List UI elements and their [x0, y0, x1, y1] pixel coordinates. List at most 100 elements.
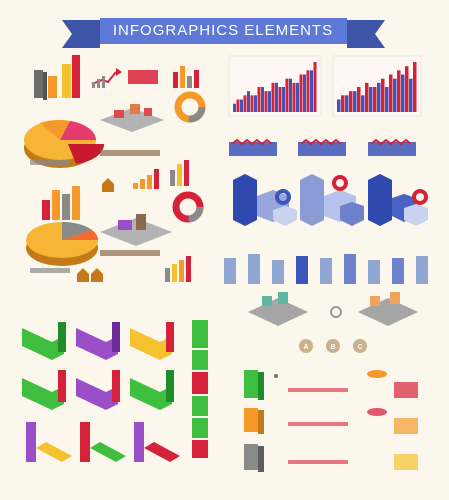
building-icon-row	[224, 254, 428, 284]
gear-icon	[330, 306, 342, 318]
building-row-green	[244, 370, 418, 400]
chart-bar	[397, 70, 401, 112]
chart-bar	[278, 87, 282, 112]
chart-bar	[373, 87, 377, 112]
chart-bar	[275, 82, 278, 112]
stair-chart-green-3	[130, 370, 174, 410]
vertical-stack-chart	[192, 320, 208, 458]
isometric-factory	[100, 214, 172, 246]
stair-chart-green-2	[22, 370, 66, 410]
donut-chart-icon	[174, 91, 206, 123]
chart-bar	[250, 95, 254, 112]
badge-b-label: B	[330, 344, 335, 351]
isometric-bar-group-1	[34, 55, 80, 100]
chart-bar	[389, 74, 393, 112]
chart-bar	[306, 70, 310, 112]
chart-bar	[271, 82, 275, 112]
isometric-city-1	[248, 292, 308, 326]
stair-chart-mixed-2	[80, 422, 126, 462]
house-icon-row	[77, 268, 103, 282]
isometric-blue-group-2	[300, 174, 364, 226]
chart-bar	[369, 87, 373, 112]
chart-bar	[236, 99, 240, 112]
chart-bar	[257, 87, 261, 112]
chart-bar	[268, 91, 271, 112]
badge-a-label: A	[303, 344, 308, 351]
chart-bar	[365, 82, 369, 112]
person-icon-row-5	[30, 268, 70, 273]
chart-bar	[247, 91, 250, 112]
stair-chart-mixed-3	[134, 422, 180, 462]
chart-bar	[349, 91, 353, 112]
badge-c	[353, 339, 367, 353]
chart-bar	[264, 91, 268, 112]
person-icon-row-4	[100, 250, 160, 256]
title-banner: INFOGRAPHICS ELEMENTS	[62, 18, 385, 48]
chart-bar	[292, 82, 296, 112]
bar-chart-panel-1	[228, 55, 322, 117]
badge-c-label: C	[357, 344, 362, 351]
chart-bar	[353, 91, 357, 112]
person-icon-row-1	[128, 70, 158, 84]
chart-bar	[381, 78, 385, 112]
growth-bars-2	[133, 169, 159, 189]
chart-bar	[289, 78, 292, 112]
mini-bar-chart-3	[165, 256, 191, 282]
stair-chart-green-1	[22, 322, 66, 360]
chart-bar	[361, 95, 365, 112]
person-icon-row-3	[30, 160, 70, 165]
chart-bar	[243, 95, 247, 112]
isometric-neighborhood	[100, 104, 164, 132]
isometric-blue-group-1	[233, 174, 297, 226]
chart-bar	[357, 87, 361, 112]
chart-bar	[385, 87, 389, 112]
building-row-gray	[244, 444, 418, 472]
chevron-chart-row	[229, 138, 416, 156]
pie-slice-extrusion	[68, 144, 105, 164]
mini-bar-chart-2	[170, 160, 189, 186]
stair-chart-purple-1	[76, 322, 120, 360]
chart-bar	[377, 82, 381, 112]
person-icon-row-2	[100, 150, 160, 156]
chart-bar	[393, 78, 397, 112]
chart-bar	[313, 62, 317, 112]
building-row-orange	[244, 408, 418, 434]
chart-bar	[282, 87, 285, 112]
chart-bar	[310, 70, 313, 112]
isometric-city-2	[358, 292, 418, 326]
chart-bar	[337, 99, 341, 112]
badge-b	[326, 339, 340, 353]
chart-bar	[413, 62, 417, 112]
bar-chart-panel-2	[332, 55, 422, 117]
chart-bar	[285, 78, 289, 112]
chart-bar	[401, 74, 405, 112]
chart-bar	[261, 87, 264, 112]
chart2-bars	[337, 62, 417, 112]
donut-chart-icon-blue	[275, 175, 428, 205]
stair-chart-purple-2	[76, 370, 120, 410]
chart-bar	[405, 66, 409, 112]
house-icon	[102, 178, 114, 192]
chart-bar	[254, 95, 257, 112]
growth-arrow-icon	[91, 68, 122, 88]
option-badges: A B C	[299, 339, 367, 353]
chart-bar	[299, 74, 303, 112]
stair-chart-yellow-1	[130, 322, 174, 360]
chart-bar	[409, 78, 413, 112]
ribbon-body	[100, 18, 347, 44]
badge-a	[299, 339, 313, 353]
mini-bar-chart-1	[173, 66, 199, 88]
isometric-blue-group-3	[368, 174, 428, 226]
chart-bar	[341, 95, 345, 112]
pie-chart-icon-2	[26, 221, 99, 266]
stair-chart-mixed-1	[26, 422, 72, 462]
chart-bar	[303, 74, 306, 112]
donut-chart-icon-2	[172, 191, 204, 223]
chart-bar	[345, 95, 349, 112]
chart1-bars	[233, 62, 317, 112]
ribbon-left-tail	[62, 20, 100, 48]
banner-title: INFOGRAPHICS ELEMENTS	[113, 22, 333, 39]
ribbon-right-tail	[347, 20, 385, 48]
chart-bar	[240, 99, 243, 112]
